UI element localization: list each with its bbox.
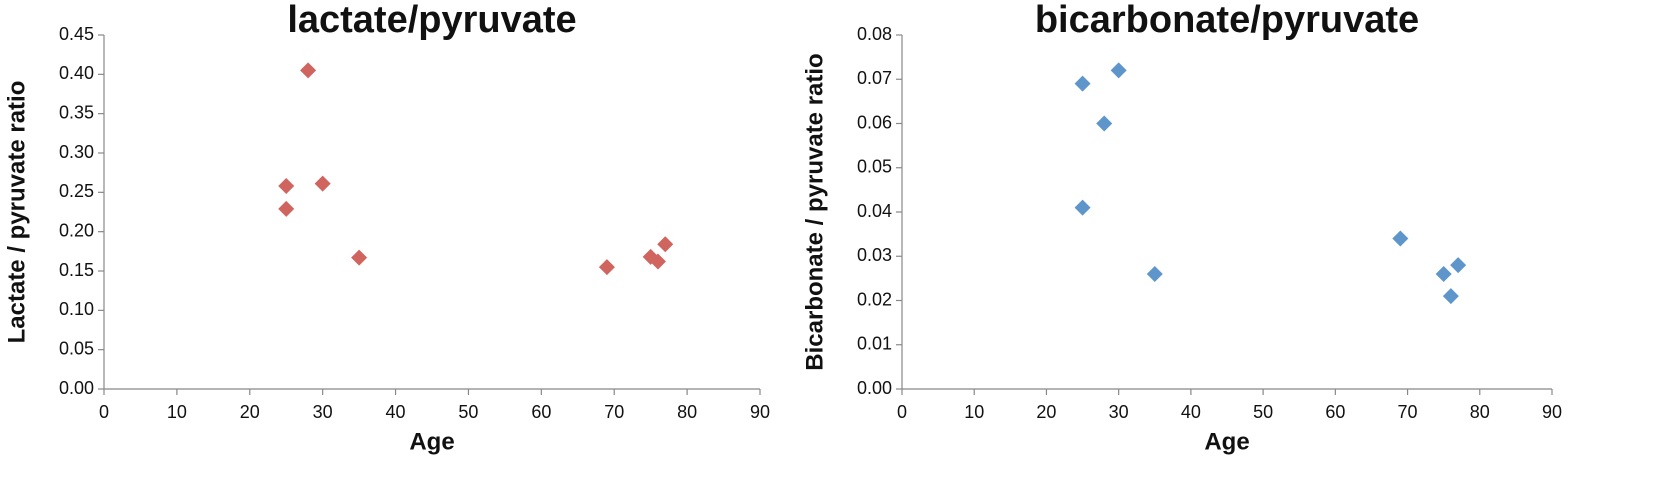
x-tick-label: 30 bbox=[313, 402, 333, 422]
x-tick-label: 60 bbox=[1325, 402, 1345, 422]
y-axis-label: Lactate / pyruvate ratio bbox=[3, 81, 30, 344]
y-tick-label: 0.45 bbox=[59, 24, 94, 44]
y-axis-label: Bicarbonate / pyruvate ratio bbox=[801, 53, 828, 370]
y-tick-label: 0.02 bbox=[857, 289, 892, 309]
x-axis-label: Age bbox=[409, 428, 454, 455]
x-tick-label: 70 bbox=[604, 402, 624, 422]
point bbox=[657, 236, 674, 253]
y-tick-label: 0.30 bbox=[59, 142, 94, 162]
x-tick-label: 40 bbox=[386, 402, 406, 422]
point bbox=[278, 178, 295, 195]
x-tick-label: 50 bbox=[458, 402, 478, 422]
chart-title: bicarbonate/pyruvate bbox=[1035, 0, 1419, 41]
y-tick-label: 0.00 bbox=[59, 378, 94, 398]
x-tick-label: 90 bbox=[1542, 402, 1562, 422]
y-tick-label: 0.10 bbox=[59, 299, 94, 319]
x-tick-label: 50 bbox=[1253, 402, 1273, 422]
point bbox=[300, 62, 317, 79]
y-tick-label: 0.35 bbox=[59, 102, 94, 122]
point bbox=[1146, 265, 1163, 282]
x-tick-label: 80 bbox=[677, 402, 697, 422]
y-tick-label: 0.40 bbox=[59, 63, 94, 83]
x-tick-label: 30 bbox=[1109, 402, 1129, 422]
point bbox=[1442, 288, 1459, 305]
y-tick-label: 0.25 bbox=[59, 181, 94, 201]
y-tick-label: 0.06 bbox=[857, 112, 892, 132]
x-tick-label: 70 bbox=[1398, 402, 1418, 422]
y-tick-label: 0.08 bbox=[857, 24, 892, 44]
point bbox=[1110, 62, 1127, 79]
x-tick-label: 20 bbox=[1036, 402, 1056, 422]
point bbox=[649, 253, 666, 270]
x-tick-label: 20 bbox=[240, 402, 260, 422]
y-tick-label: 0.15 bbox=[59, 260, 94, 280]
y-tick-label: 0.00 bbox=[857, 378, 892, 398]
point bbox=[1096, 115, 1113, 132]
point bbox=[351, 249, 368, 266]
y-tick-label: 0.05 bbox=[59, 338, 94, 358]
y-tick-label: 0.20 bbox=[59, 220, 94, 240]
y-tick-label: 0.03 bbox=[857, 245, 892, 265]
y-tick-label: 0.05 bbox=[857, 157, 892, 177]
point bbox=[1074, 75, 1091, 92]
y-tick-label: 0.01 bbox=[857, 334, 892, 354]
y-tick-label: 0.04 bbox=[857, 201, 892, 221]
x-tick-label: 60 bbox=[531, 402, 551, 422]
point bbox=[1435, 265, 1452, 282]
point bbox=[1450, 257, 1467, 274]
x-tick-label: 0 bbox=[99, 402, 109, 422]
point bbox=[598, 259, 615, 276]
point bbox=[278, 200, 295, 217]
chart-title: lactate/pyruvate bbox=[287, 0, 576, 41]
point bbox=[1074, 199, 1091, 216]
x-tick-label: 0 bbox=[897, 402, 907, 422]
point bbox=[314, 175, 331, 192]
x-axis-label: Age bbox=[1204, 428, 1249, 455]
x-tick-label: 40 bbox=[1181, 402, 1201, 422]
x-tick-label: 10 bbox=[167, 402, 187, 422]
x-tick-label: 90 bbox=[750, 402, 770, 422]
y-tick-label: 0.07 bbox=[857, 68, 892, 88]
x-tick-label: 80 bbox=[1470, 402, 1490, 422]
x-tick-label: 10 bbox=[964, 402, 984, 422]
point bbox=[1392, 230, 1409, 247]
